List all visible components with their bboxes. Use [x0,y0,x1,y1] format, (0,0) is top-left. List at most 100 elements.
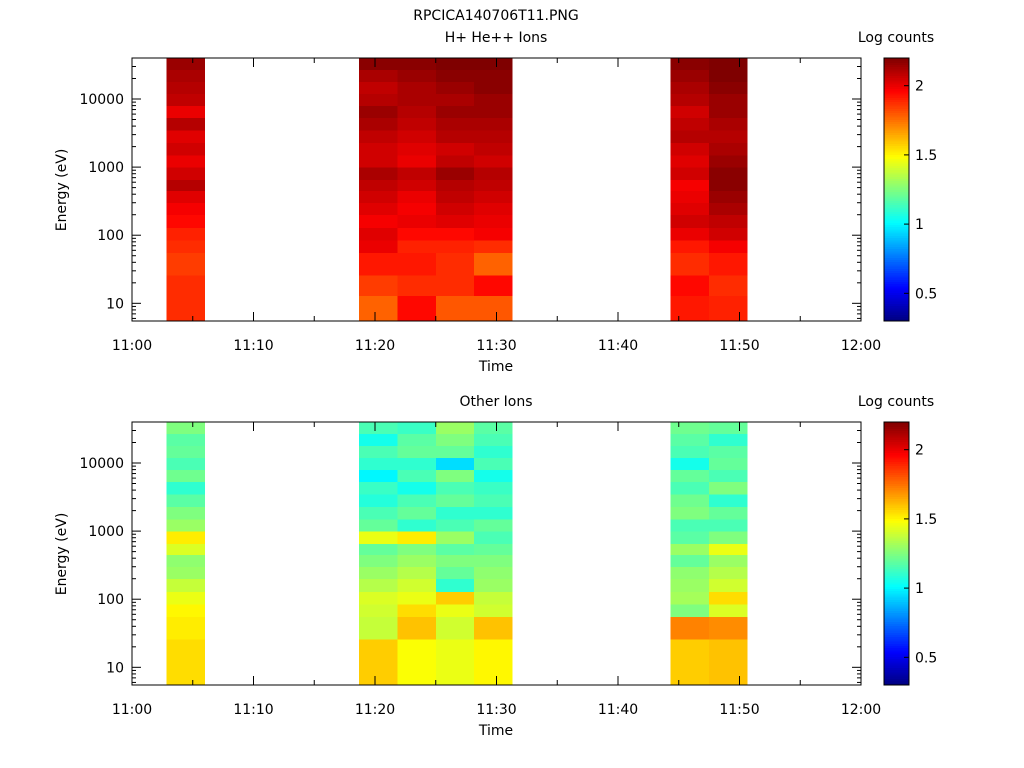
panel-ions-colorbar-label: Log counts [858,30,934,46]
colorbar-swatch [884,544,909,548]
colorbar-swatch [884,424,909,427]
colorbar-swatch [884,468,909,471]
heatmap-cell [474,433,513,446]
heatmap-cell [358,105,398,119]
heatmap-cell [709,167,748,181]
colorbar-swatch [884,73,909,76]
heatmap-cell [474,93,513,106]
colorbar-swatch [884,255,909,258]
heatmap-cell [670,445,710,458]
colorbar-swatch [884,281,909,285]
colorbar-swatch [884,459,909,462]
colorbar-swatch [884,564,909,568]
heatmap-cell [358,639,398,660]
heatmap-cell [474,604,513,618]
heatmap-cell [358,578,398,592]
colorbar-swatch [884,680,909,684]
heatmap-cell [670,659,710,686]
heatmap-cell [435,554,475,568]
heatmap-cell [397,659,436,686]
heatmap-cell [709,506,748,520]
colorbar-swatch [884,527,909,530]
heatmap-cell [435,227,475,241]
heatmap-cell [166,179,205,192]
heatmap-cell [435,81,475,94]
heatmap-cell [670,591,710,605]
colorbar-swatch [884,496,909,500]
colorbar-swatch [884,422,909,425]
colorbar-swatch [884,226,909,230]
colorbar-swatch [884,430,909,434]
panel-other-ions-colorbar: 0.5 1 1.5 2 [883,421,937,686]
colorbar-swatch [884,143,909,147]
heatmap-cell [397,519,436,532]
heatmap-cell [397,155,436,168]
heatmap-cell [670,531,710,545]
heatmap-cell [670,142,710,156]
colorbar-swatch [884,500,909,504]
colorbar-swatch [884,145,909,149]
heatmap-cell [397,481,436,495]
colorbar-swatch [884,305,909,309]
panel-ions-y-axis: 10 100 1000 10000 [79,57,861,319]
heatmap-cell [670,422,710,434]
heatmap-cell [397,445,436,458]
colorbar-swatch [884,99,909,103]
heatmap-cell [435,566,475,580]
heatmap-cell [358,179,398,192]
colorbar-swatch [884,198,909,201]
heatmap-cell [358,240,398,254]
colorbar-swatch [884,474,909,478]
heatmap-cell [670,155,710,168]
heatmap-cell [397,142,436,156]
heatmap-cell [358,167,398,181]
heatmap-cell [474,481,513,495]
heatmap-cell [435,506,475,520]
heatmap-cell [166,81,205,94]
colorbar-tick-label: 0.5 [915,650,937,666]
colorbar-swatch [884,520,909,524]
colorbar-swatch [884,193,909,197]
colorbar-tick-label: 1.5 [915,148,937,164]
heatmap-cell [397,639,436,660]
colorbar-swatch [884,511,909,515]
heatmap-cell [358,142,398,156]
colorbar-swatch [884,174,909,177]
heatmap-cell [474,142,513,156]
colorbar-swatch [884,579,909,583]
heatmap-cell [166,295,205,322]
colorbar-swatch [884,66,909,70]
heatmap-cell [435,190,475,204]
colorbar-swatch [884,224,909,228]
heatmap-cell [670,506,710,520]
colorbar-swatch [884,150,909,153]
heatmap-cell [166,142,205,156]
heatmap-cell [435,252,475,276]
colorbar-swatch [884,535,909,539]
heatmap-cell [435,105,475,119]
colorbar-swatch [884,178,909,182]
heatmap-cell [166,481,205,495]
heatmap-cell [358,445,398,458]
heatmap-cell [670,543,710,556]
colorbar-swatch [884,257,909,261]
colorbar-swatch [884,301,909,304]
colorbar-swatch [884,130,909,133]
colorbar-swatch [884,185,909,188]
heatmap-cell [435,202,475,216]
heatmap-cell [166,445,205,458]
heatmap-cell [474,240,513,254]
heatmap-cell [358,202,398,216]
colorbar-swatch [884,242,909,245]
heatmap-cell [709,639,748,660]
heatmap-cell [166,202,205,216]
colorbar-swatch [884,546,909,550]
colorbar-tick-label: 2 [915,79,924,95]
heatmap-cell [474,58,513,70]
colorbar-swatch [884,599,909,603]
colorbar-swatch [884,562,909,565]
colorbar-swatch [884,606,909,609]
heatmap-cell [670,604,710,618]
heatmap-cell [166,117,205,131]
